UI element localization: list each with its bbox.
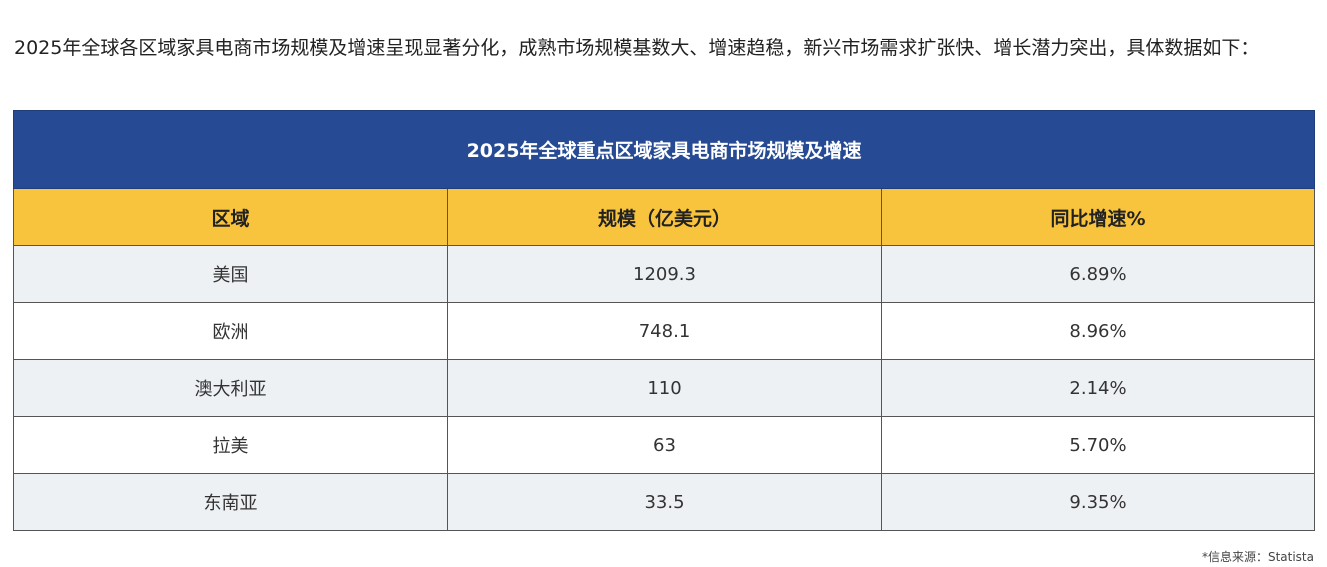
cell-growth: 6.89% [880, 245, 1316, 303]
table-header-row: 区域 规模（亿美元） 同比增速% [13, 188, 1316, 246]
cell-region: 拉美 [13, 416, 448, 474]
table-row: 欧洲 748.1 8.96% [13, 302, 1316, 360]
column-header-region: 区域 [13, 188, 448, 246]
cell-growth: 9.35% [880, 473, 1316, 531]
cell-size: 33.5 [447, 473, 882, 531]
table-row: 拉美 63 5.70% [13, 416, 1316, 474]
column-header-growth: 同比增速% [880, 188, 1316, 246]
intro-paragraph: 2025年全球各区域家具电商市场规模及增速呈现显著分化，成熟市场规模基数大、增速… [14, 37, 1260, 59]
market-data-table: 2025年全球重点区域家具电商市场规模及增速 区域 规模（亿美元） 同比增速% … [12, 110, 1316, 531]
cell-size: 63 [447, 416, 882, 474]
source-note: *信息来源：Statista [1201, 550, 1314, 564]
cell-region: 美国 [13, 245, 448, 303]
cell-growth: 5.70% [880, 416, 1316, 474]
cell-region: 澳大利亚 [13, 359, 448, 417]
cell-size: 748.1 [447, 302, 882, 360]
cell-growth: 2.14% [880, 359, 1316, 417]
table-row: 澳大利亚 110 2.14% [13, 359, 1316, 417]
cell-region: 欧洲 [13, 302, 448, 360]
table-row: 东南亚 33.5 9.35% [13, 473, 1316, 531]
cell-growth: 8.96% [880, 302, 1316, 360]
column-header-size: 规模（亿美元） [447, 188, 882, 246]
cell-size: 110 [447, 359, 882, 417]
table-title: 2025年全球重点区域家具电商市场规模及增速 [12, 110, 1316, 189]
cell-region: 东南亚 [13, 473, 448, 531]
table-row: 美国 1209.3 6.89% [13, 245, 1316, 303]
table-title-row: 2025年全球重点区域家具电商市场规模及增速 [12, 110, 1316, 189]
cell-size: 1209.3 [447, 245, 882, 303]
